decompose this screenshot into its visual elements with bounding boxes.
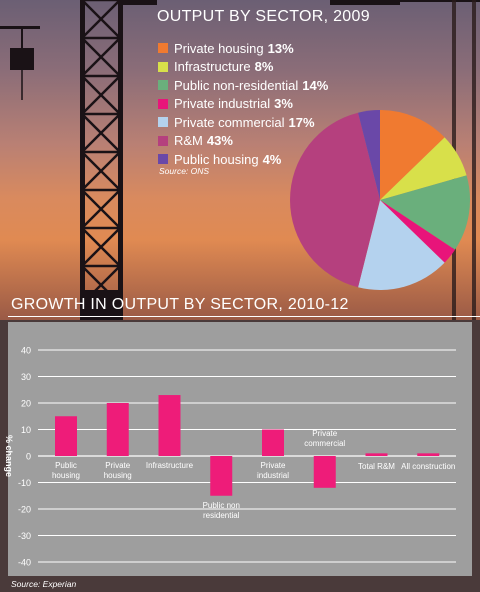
- legend-percent: 17%: [288, 114, 315, 130]
- x-category-label: Public housing: [52, 461, 80, 480]
- y-tick-label: 20: [21, 399, 31, 409]
- pie-slice: [380, 110, 445, 200]
- legend-item: Private housing 13%: [158, 39, 328, 57]
- y-tick-label: -40: [18, 558, 31, 568]
- legend-swatch: [158, 135, 168, 146]
- bar-source-note: Source: Experian: [11, 579, 77, 589]
- legend-label: Private industrial: [174, 96, 271, 111]
- x-category-label: Private commercial: [304, 429, 345, 448]
- pie-slice: [289, 112, 380, 288]
- x-category-label: Infrastructure: [146, 461, 194, 470]
- x-category-label: Public non residential: [203, 501, 240, 520]
- legend-swatch: [158, 154, 168, 164]
- legend-swatch: [158, 80, 168, 90]
- x-category-label: Total R&M: [358, 462, 395, 471]
- legend-item: Private industrial 3%: [158, 95, 328, 113]
- pie-slice: [380, 137, 467, 200]
- pie-chart: [289, 110, 470, 291]
- legend-swatch: [158, 98, 168, 109]
- x-category-label: Private housing: [104, 461, 132, 480]
- legend-item: Public non-residential 14%: [158, 76, 328, 94]
- legend-percent: 4%: [262, 151, 282, 167]
- legend-item: R&M 43%: [158, 132, 328, 150]
- bar: [158, 395, 181, 456]
- legend-item: Infrastructure 8%: [158, 58, 328, 76]
- bar: [365, 453, 388, 456]
- legend-label: Public housing: [174, 151, 259, 167]
- bar: [313, 456, 336, 488]
- y-tick-label: -30: [18, 531, 31, 541]
- bar: [210, 456, 233, 496]
- bar-chart-title: GROWTH IN OUTPUT BY SECTOR, 2010-12: [11, 296, 349, 313]
- y-tick-label: 0: [26, 452, 31, 462]
- legend-percent: 14%: [302, 77, 329, 93]
- pie-legend: Private housing 13% Infrastructure 8% Public…: [158, 39, 328, 169]
- legend-swatch: [158, 117, 168, 127]
- legend-label: Infrastructure: [174, 59, 251, 74]
- legend-label: R&M: [174, 133, 203, 148]
- pie-slice: [380, 175, 470, 250]
- x-category-label: All construction: [401, 462, 455, 471]
- pie-chart-title: OUTPUT BY SECTOR, 2009: [157, 8, 370, 25]
- bar: [262, 429, 284, 456]
- pie-slice: [380, 200, 456, 263]
- legend-percent: 13%: [267, 40, 294, 56]
- legend-percent: 43%: [206, 133, 233, 148]
- y-tick-label: -20: [18, 505, 31, 515]
- bar: [106, 403, 129, 456]
- pie-source-note: Source: ONS: [159, 166, 210, 176]
- legend-percent: 3%: [274, 96, 293, 111]
- bar-chart-panel: [8, 322, 472, 576]
- y-tick-label: 10: [21, 425, 31, 435]
- bar: [417, 453, 440, 456]
- legend-label: Public non-residential: [174, 77, 299, 93]
- legend-label: Private housing: [174, 40, 264, 56]
- legend-swatch: [158, 61, 168, 72]
- legend-label: Private commercial: [174, 114, 285, 130]
- legend-swatch: [158, 43, 168, 53]
- y-axis-label: % change: [4, 435, 14, 477]
- x-category-label: Private industrial: [257, 461, 289, 480]
- legend-item: Public housing 4%: [158, 150, 328, 168]
- legend-item: Private commercial 17%: [158, 113, 328, 131]
- pie-slice: [358, 200, 445, 291]
- title-divider: [8, 316, 480, 317]
- y-tick-label: 30: [21, 372, 31, 382]
- bar: [55, 416, 77, 456]
- pie-slice: [358, 110, 380, 200]
- y-tick-label: -10: [18, 478, 31, 488]
- y-tick-label: 40: [21, 346, 31, 356]
- legend-percent: 8%: [254, 59, 274, 74]
